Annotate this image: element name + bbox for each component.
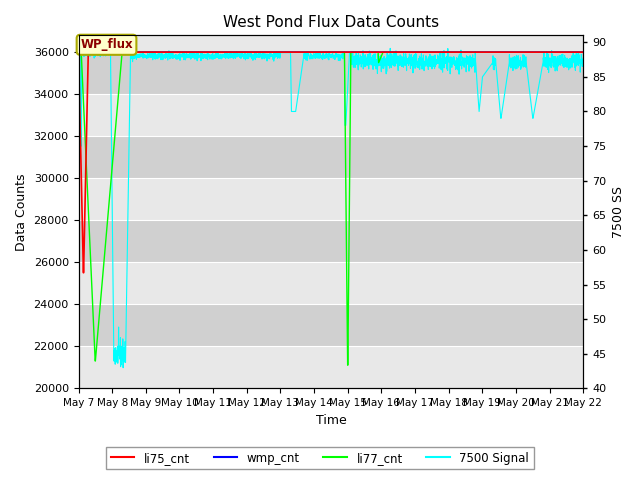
- Legend: li75_cnt, wmp_cnt, li77_cnt, 7500 Signal: li75_cnt, wmp_cnt, li77_cnt, 7500 Signal: [106, 447, 534, 469]
- Bar: [79, 304, 583, 346]
- X-axis label: Time: Time: [316, 414, 346, 427]
- Bar: [79, 178, 583, 220]
- Bar: [79, 262, 583, 304]
- Title: West Pond Flux Data Counts: West Pond Flux Data Counts: [223, 15, 439, 30]
- Bar: [79, 346, 583, 388]
- Bar: [79, 220, 583, 262]
- Text: WP_flux: WP_flux: [80, 38, 133, 51]
- Bar: [79, 136, 583, 178]
- Bar: [79, 94, 583, 136]
- Y-axis label: Data Counts: Data Counts: [15, 173, 28, 251]
- Bar: [79, 52, 583, 94]
- Y-axis label: 7500 SS: 7500 SS: [612, 186, 625, 238]
